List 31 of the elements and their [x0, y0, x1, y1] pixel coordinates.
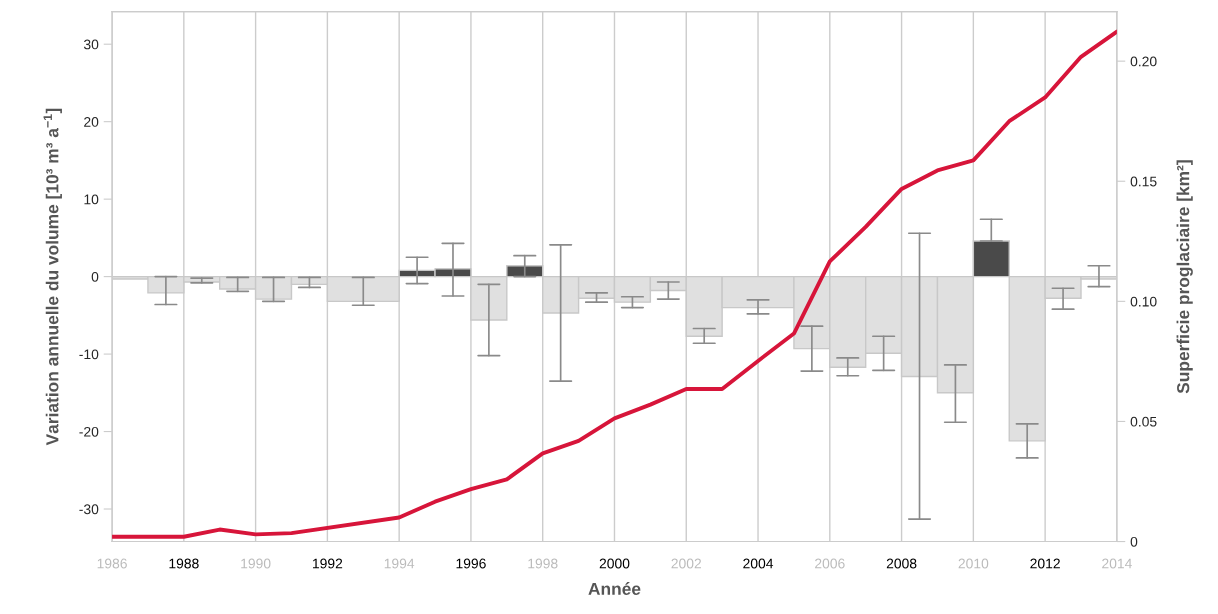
y-tick-label: 10	[84, 194, 99, 205]
x-tick-label: 2010	[958, 558, 989, 569]
line-series	[112, 29, 1117, 539]
x-tick-label: 1996	[456, 558, 486, 569]
y2-tick-label: 0	[1130, 536, 1138, 547]
x-tick-label: 2004	[743, 558, 774, 569]
x-tick-label: 1986	[97, 558, 127, 569]
y2-tick-label: 0.20	[1130, 56, 1157, 67]
y2-axis-title: Superficie proglaciaire [km²]	[1176, 160, 1193, 394]
x-tick-label: 1998	[528, 558, 558, 569]
x-tick-label: 1990	[241, 558, 271, 569]
x-tick-label: 1988	[169, 558, 199, 569]
x-tick-label: 1992	[312, 558, 343, 569]
x-tick-label: 2000	[599, 558, 630, 569]
y-tick-label: -10	[79, 349, 99, 360]
y2-tick-label: 0.05	[1130, 416, 1157, 427]
y-tick-label: 0	[91, 271, 99, 282]
x-tick-label: 2008	[886, 558, 917, 569]
y-tick-label: -20	[79, 426, 99, 437]
x-tick-label: 2006	[815, 558, 845, 569]
x-tick-label: 1994	[384, 558, 415, 569]
y2-tick-label: 0.15	[1130, 176, 1157, 187]
x-tick-label: 2002	[671, 558, 702, 569]
y-axis-title: Variation annuelle du volume [10³ m³ a$^{−1}$]	[43, 108, 62, 446]
x-axis-title: Année	[588, 582, 641, 596]
y2-tick-label: 0.10	[1130, 296, 1157, 307]
y-tick-label: -30	[79, 504, 99, 515]
x-tick-label: 2012	[1030, 558, 1060, 569]
y-tick-label: 30	[83, 39, 99, 50]
y-tick-label: 20	[84, 117, 99, 127]
x-tick-label: 2014	[1102, 558, 1132, 569]
